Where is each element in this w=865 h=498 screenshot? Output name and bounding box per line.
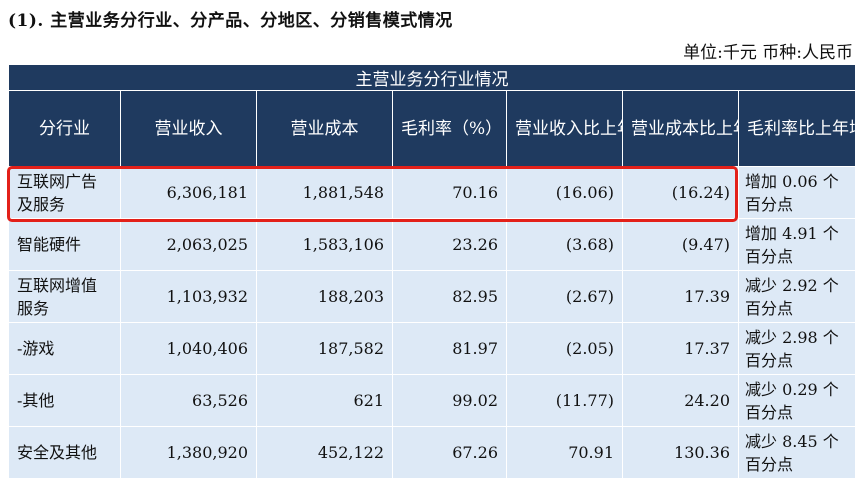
industry-cell: 互联网增值服务 bbox=[8, 270, 121, 323]
cost-change-cell: 17.39 bbox=[622, 270, 739, 323]
margin-change-cell: 减少 2.92 个百分点 bbox=[737, 270, 857, 323]
revenue-change-cell: (16.06) bbox=[506, 166, 623, 219]
cost-cell: 1,881,548 bbox=[256, 166, 393, 219]
table-row: 互联网广告及服务 6,306,181 1,881,548 70.16 (16.0… bbox=[8, 166, 857, 219]
industry-revenue-table: 主营业务分行业情况 分行业 营业收入 营业成本 毛利率（%） 营业收入比上年增减… bbox=[7, 64, 857, 479]
cost-change-cell: 24.20 bbox=[622, 374, 739, 427]
header-revenue-change: 营业收入比上年增减（%） bbox=[506, 90, 623, 167]
margin-cell: 70.16 bbox=[392, 166, 507, 219]
cost-cell: 188,203 bbox=[256, 270, 393, 323]
cost-cell: 1,583,106 bbox=[256, 218, 393, 271]
table-row: 互联网增值服务 1,103,932 188,203 82.95 (2.67) 1… bbox=[8, 270, 857, 323]
cost-change-cell: (16.24) bbox=[622, 166, 739, 219]
revenue-cell: 63,526 bbox=[120, 374, 257, 427]
revenue-change-cell: 70.91 bbox=[506, 426, 623, 479]
margin-change-cell: 减少 2.98 个百分点 bbox=[737, 322, 857, 375]
table-row: -其他 63,526 621 99.02 (11.77) 24.20 减少 0.… bbox=[8, 374, 857, 427]
cost-cell: 187,582 bbox=[256, 322, 393, 375]
revenue-cell: 2,063,025 bbox=[120, 218, 257, 271]
margin-change-cell: 减少 0.29 个百分点 bbox=[737, 374, 857, 427]
margin-cell: 67.26 bbox=[392, 426, 507, 479]
margin-cell: 81.97 bbox=[392, 322, 507, 375]
margin-change-cell: 增加 0.06 个百分点 bbox=[737, 166, 857, 219]
margin-cell: 23.26 bbox=[392, 218, 507, 271]
revenue-change-cell: (11.77) bbox=[506, 374, 623, 427]
revenue-cell: 1,380,920 bbox=[120, 426, 257, 479]
header-margin: 毛利率（%） bbox=[392, 90, 507, 167]
section-title: (1). 主营业务分行业、分产品、分地区、分销售模式情况 bbox=[8, 11, 453, 31]
header-cost: 营业成本 bbox=[256, 90, 393, 167]
revenue-change-cell: (2.67) bbox=[506, 270, 623, 323]
margin-cell: 99.02 bbox=[392, 374, 507, 427]
industry-cell: 互联网广告及服务 bbox=[8, 166, 121, 219]
header-industry: 分行业 bbox=[8, 90, 121, 167]
table-caption: 主营业务分行业情况 bbox=[7, 64, 857, 91]
revenue-change-cell: (3.68) bbox=[506, 218, 623, 271]
header-revenue: 营业收入 bbox=[120, 90, 257, 167]
cost-change-cell: 17.37 bbox=[622, 322, 739, 375]
table-row: 智能硬件 2,063,025 1,583,106 23.26 (3.68) (9… bbox=[8, 218, 857, 271]
industry-cell: -其他 bbox=[8, 374, 121, 427]
industry-cell: 智能硬件 bbox=[8, 218, 121, 271]
margin-change-cell: 减少 8.45 个百分点 bbox=[737, 426, 857, 479]
cost-cell: 621 bbox=[256, 374, 393, 427]
cost-change-cell: (9.47) bbox=[622, 218, 739, 271]
table-row: 安全及其他 1,380,920 452,122 67.26 70.91 130.… bbox=[8, 426, 857, 479]
revenue-cell: 6,306,181 bbox=[120, 166, 257, 219]
header-cost-change: 营业成本比上年增减（%） bbox=[622, 90, 739, 167]
unit-label: 单位:千元 币种:人民币 bbox=[683, 43, 853, 63]
industry-cell: 安全及其他 bbox=[8, 426, 121, 479]
cost-cell: 452,122 bbox=[256, 426, 393, 479]
table-row: -游戏 1,040,406 187,582 81.97 (2.05) 17.37… bbox=[8, 322, 857, 375]
margin-change-cell: 增加 4.91 个百分点 bbox=[737, 218, 857, 271]
revenue-cell: 1,040,406 bbox=[120, 322, 257, 375]
industry-cell: -游戏 bbox=[8, 322, 121, 375]
revenue-cell: 1,103,932 bbox=[120, 270, 257, 323]
revenue-change-cell: (2.05) bbox=[506, 322, 623, 375]
margin-cell: 82.95 bbox=[392, 270, 507, 323]
cost-change-cell: 130.36 bbox=[622, 426, 739, 479]
header-margin-change: 毛利率比上年增减（%） bbox=[737, 90, 857, 167]
